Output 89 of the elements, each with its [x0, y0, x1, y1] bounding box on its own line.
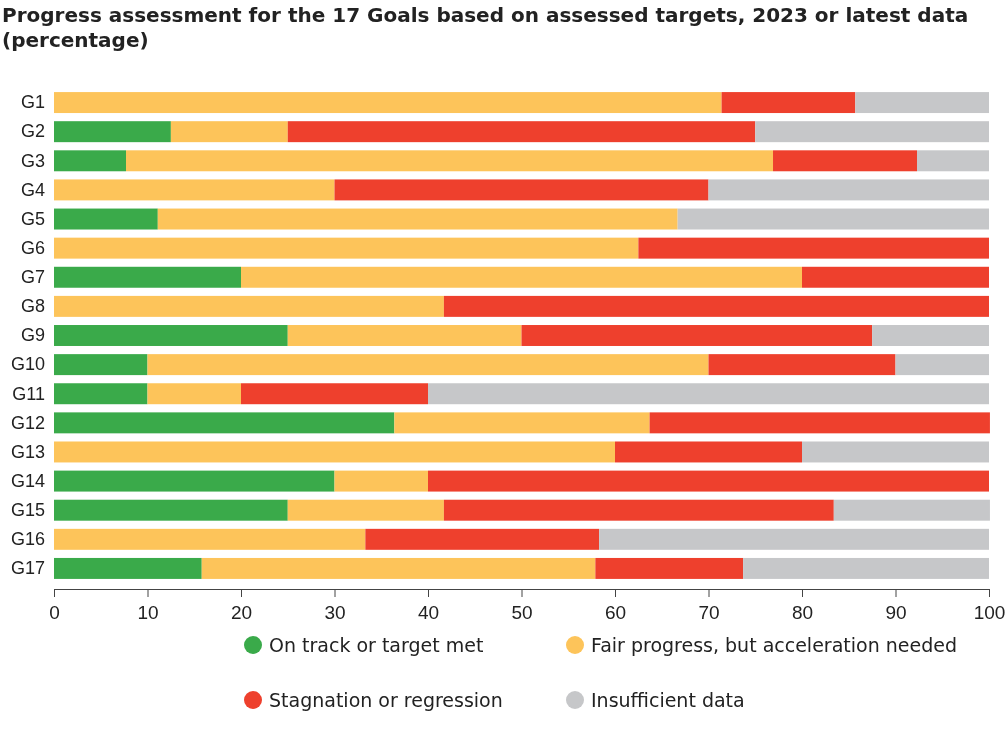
- bar: [157, 208, 678, 230]
- bar: [443, 295, 989, 317]
- bar: [241, 383, 428, 405]
- bar: [428, 470, 989, 492]
- bar: [287, 499, 444, 521]
- legend-label: Stagnation or regression: [269, 689, 503, 711]
- bar: [54, 528, 366, 550]
- bar: [615, 441, 802, 463]
- y-tick-label: G13: [10, 441, 45, 462]
- bar: [54, 121, 171, 143]
- bar: [54, 354, 148, 376]
- bar: [638, 237, 989, 259]
- bar: [677, 208, 989, 230]
- y-tick-label: G5: [20, 208, 45, 229]
- bar: [54, 208, 158, 230]
- bar: [54, 295, 444, 317]
- bar: [54, 179, 335, 201]
- bar: [365, 528, 600, 550]
- bar: [147, 354, 709, 376]
- bar: [54, 383, 148, 405]
- bar: [917, 150, 989, 172]
- y-tick-label: G9: [20, 325, 45, 346]
- bar: [521, 325, 873, 346]
- bar: [443, 499, 834, 521]
- bar: [126, 150, 774, 172]
- bar: [287, 121, 756, 143]
- legend-label: Insufficient data: [591, 689, 745, 711]
- y-tick-label: G6: [20, 237, 45, 258]
- y-tick-label: G15: [10, 499, 45, 520]
- bar: [708, 179, 989, 201]
- x-tick-label: 20: [230, 602, 253, 623]
- bar: [802, 266, 989, 288]
- bar: [54, 266, 241, 288]
- bar: [334, 179, 709, 201]
- x-tick-label: 10: [137, 602, 159, 623]
- x-tick-label: 100: [973, 602, 1006, 623]
- y-tick-label: G8: [20, 296, 45, 317]
- bar: [201, 557, 596, 579]
- y-tick-label: G11: [12, 383, 45, 404]
- bar: [241, 266, 802, 288]
- y-tick-label: G1: [20, 92, 45, 113]
- bar: [649, 412, 990, 434]
- bar: [773, 150, 918, 172]
- bar: [54, 412, 395, 434]
- y-tick-label: G4: [20, 179, 45, 200]
- bar: [54, 441, 615, 463]
- bar: [54, 325, 288, 346]
- y-tick-label: G17: [10, 558, 45, 579]
- bar: [872, 325, 989, 346]
- x-tick-label: 50: [511, 602, 533, 623]
- y-tick-label: G3: [20, 150, 45, 171]
- legend-label: Fair progress, but acceleration needed: [591, 634, 957, 656]
- y-tick-label: G2: [20, 121, 45, 142]
- bar: [54, 470, 335, 492]
- bar: [394, 412, 650, 434]
- x-tick-label: 40: [417, 602, 440, 623]
- bar: [895, 354, 989, 376]
- y-tick-label: G16: [10, 529, 45, 550]
- bar: [721, 92, 856, 114]
- bar: [54, 92, 722, 114]
- bar: [599, 528, 989, 550]
- bar: [428, 383, 989, 405]
- bar: [855, 92, 989, 114]
- bar: [54, 499, 288, 521]
- x-tick-label: 90: [885, 602, 907, 623]
- x-tick-label: 80: [791, 602, 814, 623]
- x-tick-label: 30: [324, 602, 346, 623]
- bar: [147, 383, 241, 405]
- bar: [54, 237, 639, 259]
- bar: [334, 470, 428, 492]
- x-tick-label: 0: [49, 602, 60, 623]
- bar: [287, 325, 522, 346]
- y-tick-label: G10: [10, 354, 45, 375]
- chart-title: Progress assessment for the 17 Goals based on assessed targets, 2023 or latest data (percentage): [2, 3, 969, 52]
- bar: [595, 557, 744, 579]
- bar: [54, 557, 202, 579]
- y-tick-label: G14: [10, 470, 45, 491]
- bar: [755, 121, 989, 143]
- x-tick-label: 60: [604, 602, 627, 623]
- bar: [170, 121, 288, 143]
- y-tick-label: G7: [20, 267, 45, 288]
- y-tick-label: G12: [10, 412, 45, 433]
- x-tick-label: 70: [698, 602, 720, 623]
- bar: [802, 441, 989, 463]
- bar: [54, 150, 126, 172]
- bar: [833, 499, 990, 521]
- bar: [708, 354, 896, 376]
- bar: [743, 557, 989, 579]
- legend-label: On track or target met: [269, 634, 484, 656]
